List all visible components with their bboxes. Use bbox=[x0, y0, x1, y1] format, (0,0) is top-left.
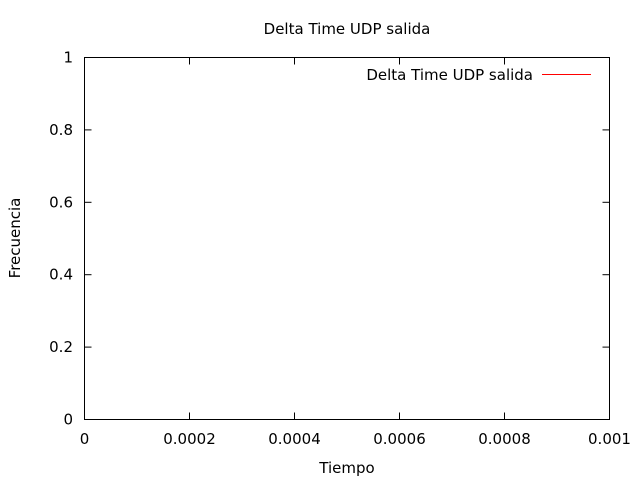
x-tick-label: 0 bbox=[80, 430, 90, 448]
y-tick-label: 0.2 bbox=[49, 338, 73, 356]
chart-title: Delta Time UDP salida bbox=[264, 20, 431, 38]
y-axis-label: Frecuencia bbox=[6, 198, 24, 279]
x-axis: 0 0.0002 0.0004 0.0006 0.0008 0.001 bbox=[80, 57, 631, 448]
plot-area bbox=[84, 57, 610, 420]
x-tick-label: 0.0008 bbox=[478, 430, 531, 448]
y-axis: 0 0.2 0.4 0.6 0.8 1 bbox=[49, 49, 610, 429]
y-tick-label: 0.8 bbox=[49, 121, 73, 139]
x-tick-label: 0.0006 bbox=[373, 430, 426, 448]
legend: Delta Time UDP salida bbox=[366, 66, 591, 84]
legend-label: Delta Time UDP salida bbox=[366, 66, 533, 84]
x-tick-label: 0.0004 bbox=[268, 430, 321, 448]
y-tick-label: 0.6 bbox=[49, 193, 73, 211]
y-tick-label: 0.4 bbox=[49, 266, 73, 284]
y-tick-label: 1 bbox=[63, 49, 73, 67]
x-axis-label: Tiempo bbox=[318, 459, 374, 477]
x-tick-label: 0.0002 bbox=[163, 430, 216, 448]
y-tick-label: 0 bbox=[63, 411, 73, 429]
x-tick-label: 0.001 bbox=[588, 430, 631, 448]
